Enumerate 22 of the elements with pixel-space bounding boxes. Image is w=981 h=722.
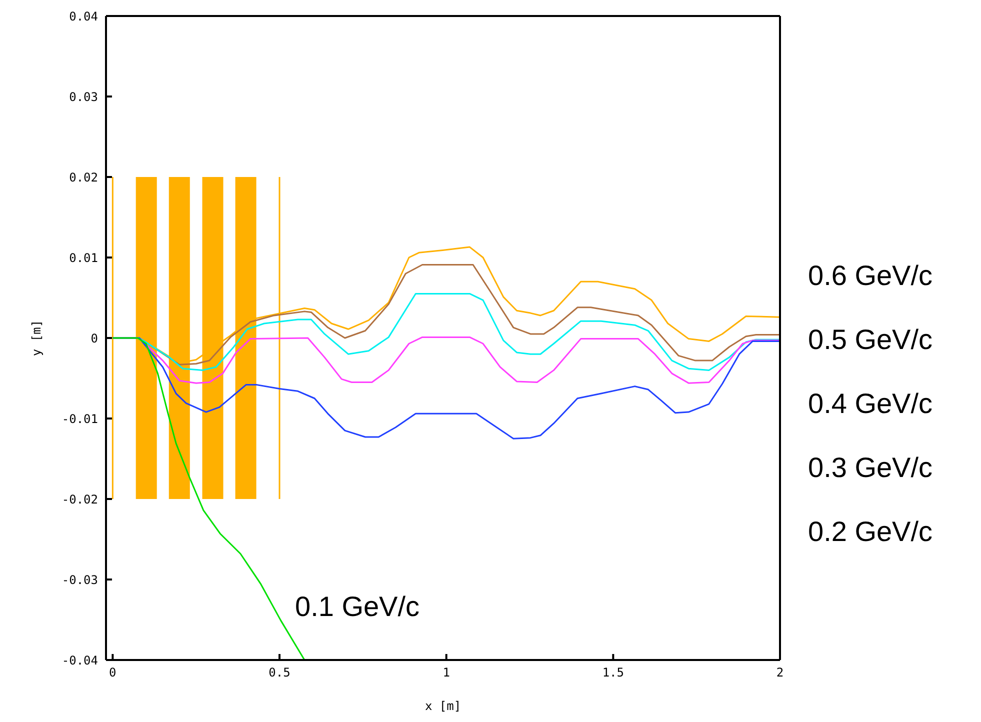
text: 0.2 GeV/c [808,515,933,549]
x-tick-label: 0 [109,666,116,680]
x-tick-label: 1.5 [602,666,624,680]
series-label: 0.6 GeV/c [808,259,933,293]
x-tick-label: 0.5 [268,666,290,680]
y-tick-label: 0.04 [69,9,98,24]
y-tick-label: 0.03 [69,90,98,104]
text: 0.3 GeV/c [808,451,933,485]
y-tick-label: 0.02 [69,170,98,184]
y-tick-label: 0.01 [69,250,98,265]
series-label: 0.4 GeV/c [808,387,933,421]
series-label: 0.5 GeV/c [808,323,933,357]
y-tick-label: -0.03 [62,572,98,587]
y-tick-label: -0.04 [62,653,98,668]
x-tick-label: 2 [776,666,784,680]
y-tick-label: 0 [90,331,98,346]
y-axis-title: y [m] [29,320,44,356]
x-tick-label: 1 [442,666,450,680]
y-tick-label: -0.02 [62,492,98,506]
x-axis-title: x [m] [424,699,462,713]
annotation: 0.1 GeV/c [295,591,420,623]
y-tick-label: -0.01 [62,412,98,426]
